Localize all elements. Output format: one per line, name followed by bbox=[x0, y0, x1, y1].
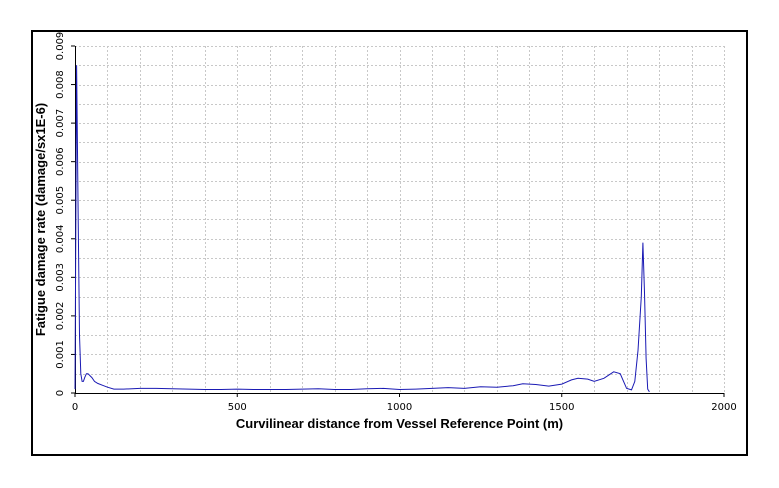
axes bbox=[71, 45, 725, 397]
x-tick-label: 1500 bbox=[549, 402, 574, 413]
y-tick-label: 0.009 bbox=[55, 32, 66, 61]
x-tick-label: 1000 bbox=[387, 402, 412, 413]
tick-labels: 0 500 1000 1500 2000 0 0.001 0.002 0.003 0.004 0.0… bbox=[55, 32, 737, 413]
y-tick-label: 0 bbox=[55, 390, 66, 396]
y-axis-title: Fatigue damage rate (damage/sx1E-6) bbox=[33, 103, 48, 336]
grid-lines bbox=[75, 46, 725, 393]
y-tick-label: 0.002 bbox=[55, 302, 66, 331]
x-tick-label: 500 bbox=[228, 402, 247, 413]
y-tick-label: 0.007 bbox=[55, 109, 66, 138]
x-axis-title: Curvilinear distance from Vessel Referen… bbox=[236, 416, 563, 431]
x-tick-label: 2000 bbox=[711, 402, 736, 413]
y-tick-label: 0.003 bbox=[55, 263, 66, 292]
y-tick-label: 0.005 bbox=[55, 186, 66, 215]
x-tick-label: 0 bbox=[72, 402, 78, 413]
chart-frame bbox=[31, 30, 748, 456]
y-tick-label: 0.008 bbox=[55, 70, 66, 99]
y-tick-label: 0.001 bbox=[55, 340, 66, 369]
series-line bbox=[74, 65, 650, 393]
y-tick-label: 0.006 bbox=[55, 147, 66, 176]
y-tick-label: 0.004 bbox=[55, 224, 66, 253]
